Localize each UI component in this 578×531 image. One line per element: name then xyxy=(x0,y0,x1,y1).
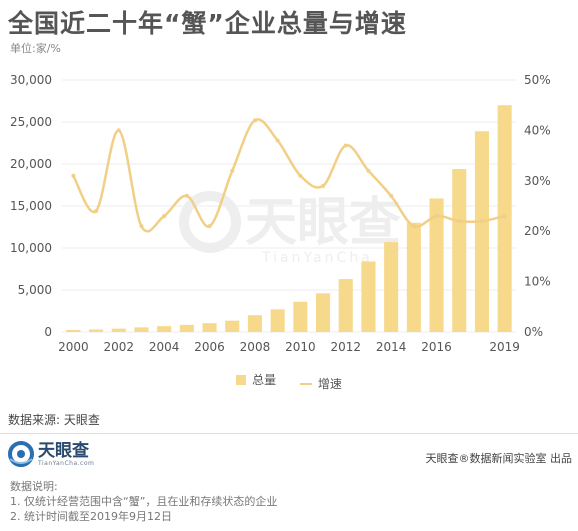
growth-line xyxy=(72,118,505,233)
y-left-tick-label: 15,000 xyxy=(10,199,52,213)
notes-item: 1. 仅统计经营范围中含“蟹”，且在业和存续状态的企业 xyxy=(10,495,278,508)
line-point xyxy=(389,193,394,198)
y-right-tick-label: 0% xyxy=(524,325,543,339)
bar xyxy=(202,323,217,332)
watermark-subtext: TianYanCha xyxy=(261,250,373,266)
x-tick-label: 2010 xyxy=(285,340,316,354)
logo: 天眼查 TianYanCha.com xyxy=(8,441,94,467)
y-left-tick-label: 5,000 xyxy=(18,283,52,297)
x-tick-label: 2002 xyxy=(103,340,134,354)
line-point xyxy=(321,183,326,188)
y-axis-right: 0% 10% 20% 30% 40% 50% xyxy=(524,73,551,339)
x-tick-label: 2004 xyxy=(149,340,180,354)
y-left-tick-label: 20,000 xyxy=(10,157,52,171)
legend-item-line: 增速 xyxy=(299,375,342,392)
x-tick-label: 2019 xyxy=(489,340,520,354)
bar xyxy=(134,327,149,332)
line-point xyxy=(230,168,235,173)
watermark-text: 天眼查 xyxy=(245,193,401,253)
legend-line-swatch xyxy=(299,382,312,385)
x-tick-label: 2000 xyxy=(58,340,89,354)
bar xyxy=(474,131,489,332)
line-point xyxy=(184,193,189,198)
y-axis-left: 0 5,000 10,000 15,000 20,000 25,000 30,000 xyxy=(10,73,52,339)
bar xyxy=(384,242,399,332)
legend: 总量 增速 xyxy=(0,371,578,392)
y-right-tick-label: 20% xyxy=(524,224,551,238)
line-point xyxy=(116,128,121,133)
legend-line-label: 增速 xyxy=(317,377,342,391)
notes-item: 2. 统计时间截至2019年9月12日 xyxy=(10,510,172,523)
x-tick-label: 2012 xyxy=(330,340,361,354)
bar-series xyxy=(66,105,512,332)
bar xyxy=(89,329,104,332)
line-point xyxy=(139,224,144,229)
y-right-tick-label: 40% xyxy=(524,123,551,137)
bar xyxy=(338,279,353,332)
bar xyxy=(452,169,467,332)
notes-title: 数据说明: xyxy=(10,480,58,493)
legend-item-bar: 总量 xyxy=(236,371,276,388)
eye-logo-icon xyxy=(8,441,34,467)
data-notes: 数据说明: 1. 仅统计经营范围中含“蟹”，且在业和存续状态的企业 2. 统计时… xyxy=(10,479,277,524)
x-tick-label: 2016 xyxy=(421,340,452,354)
line-point xyxy=(411,224,416,229)
bar xyxy=(157,326,172,332)
line-point xyxy=(94,209,99,214)
legend-bar-label: 总量 xyxy=(252,373,277,387)
bar xyxy=(270,309,285,332)
watermark-icon xyxy=(179,191,241,253)
line-point xyxy=(457,219,462,224)
bar xyxy=(293,301,308,332)
bar xyxy=(179,324,194,332)
y-left-tick-label: 0 xyxy=(44,325,52,339)
y-left-tick-label: 25,000 xyxy=(10,115,52,129)
bar xyxy=(361,261,376,332)
line-point xyxy=(252,118,257,123)
bar xyxy=(429,198,444,332)
chart-title: 全国近二十年“蟹”企业总量与增速 xyxy=(8,9,407,38)
line-point xyxy=(71,173,76,178)
bar xyxy=(111,328,126,332)
line-point xyxy=(502,214,507,219)
data-source: 数据来源: 天眼查 xyxy=(8,413,100,427)
y-left-tick-label: 10,000 xyxy=(10,241,52,255)
line-point xyxy=(366,168,371,173)
x-tick-label: 2008 xyxy=(240,340,271,354)
bar xyxy=(225,320,240,332)
line-point xyxy=(298,173,303,178)
bar xyxy=(406,222,421,332)
line-point xyxy=(207,224,212,229)
y-right-tick-label: 30% xyxy=(524,174,551,188)
watermark: 天眼查 TianYanCha xyxy=(179,191,401,266)
bar xyxy=(247,315,262,332)
combo-chart: 天眼查 TianYanCha 0 5,000 10,000 15,000 20,000 2… xyxy=(10,73,551,354)
line-point xyxy=(275,138,280,143)
bar xyxy=(497,105,512,332)
logo-text: 天眼查 xyxy=(38,440,89,461)
credit: 天眼查®数据新闻实验室 出品 xyxy=(425,452,573,465)
bar xyxy=(66,329,81,332)
y-right-tick-label: 50% xyxy=(524,73,551,87)
logo-subtext: TianYanCha.com xyxy=(38,459,95,467)
x-axis: 2000 2002 2004 2006 2008 2010 2012 2014 2016 2019 xyxy=(58,340,520,354)
legend-bar-swatch xyxy=(236,374,247,385)
bar xyxy=(316,293,331,332)
line-point xyxy=(162,214,167,219)
x-tick-label: 2014 xyxy=(376,340,407,354)
line-point xyxy=(434,214,439,219)
y-left-tick-label: 30,000 xyxy=(10,73,52,87)
unit-label: 单位:家/% xyxy=(10,42,61,55)
x-tick-label: 2006 xyxy=(194,340,225,354)
divider xyxy=(0,433,578,434)
line-point xyxy=(343,143,348,148)
line-series xyxy=(71,118,507,233)
y-right-tick-label: 10% xyxy=(524,275,551,289)
line-point xyxy=(479,219,484,224)
